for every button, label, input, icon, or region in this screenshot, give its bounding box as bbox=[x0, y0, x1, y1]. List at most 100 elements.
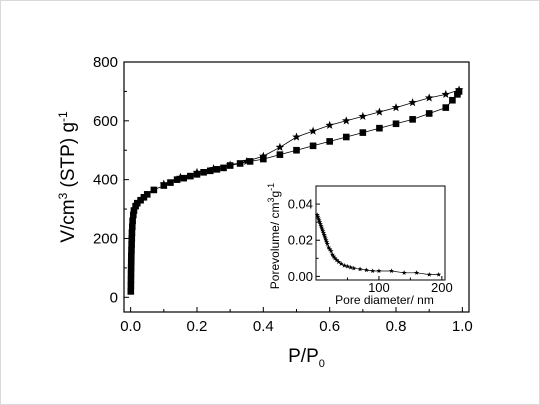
data-point bbox=[128, 229, 136, 236]
data-point bbox=[334, 257, 340, 263]
data-point bbox=[193, 171, 201, 178]
y-tick-label: 0 bbox=[110, 289, 118, 306]
data-point bbox=[363, 267, 369, 273]
data-point bbox=[324, 239, 330, 245]
inset-x-axis-label: Pore diameter/ nm bbox=[335, 293, 434, 307]
data-point bbox=[180, 174, 188, 182]
x-axis-label: P/P0 bbox=[288, 346, 325, 370]
data-point bbox=[176, 172, 185, 181]
data-point bbox=[173, 176, 181, 183]
x-tick-label: 0.8 bbox=[386, 318, 407, 335]
data-point bbox=[325, 120, 334, 129]
data-point bbox=[236, 160, 244, 167]
data-point bbox=[127, 264, 135, 272]
data-point bbox=[259, 151, 268, 160]
data-point bbox=[321, 230, 327, 236]
data-point bbox=[342, 133, 350, 141]
data-point bbox=[449, 96, 456, 104]
data-point bbox=[348, 264, 354, 270]
data-point bbox=[167, 179, 174, 186]
data-point bbox=[309, 142, 317, 150]
data-point bbox=[275, 142, 285, 151]
data-point bbox=[143, 191, 151, 198]
data-point bbox=[442, 104, 450, 111]
data-point bbox=[376, 124, 383, 132]
data-point bbox=[326, 138, 333, 145]
data-point bbox=[375, 107, 384, 116]
data-point bbox=[220, 164, 227, 172]
data-point bbox=[321, 232, 327, 237]
data-point bbox=[150, 186, 158, 194]
data-point bbox=[213, 166, 221, 173]
data-point bbox=[316, 215, 321, 221]
data-point bbox=[316, 217, 322, 223]
data-point bbox=[424, 93, 434, 102]
data-point bbox=[318, 223, 324, 228]
data-point bbox=[454, 85, 464, 94]
data-point bbox=[128, 235, 136, 242]
data-point bbox=[357, 266, 363, 272]
data-point bbox=[324, 241, 330, 246]
data-point bbox=[129, 217, 136, 225]
data-point bbox=[314, 212, 320, 218]
data-point bbox=[336, 259, 342, 265]
data-point bbox=[338, 261, 344, 266]
data-point bbox=[127, 276, 135, 283]
data-point bbox=[127, 258, 135, 266]
y-tick-label: 200 bbox=[93, 230, 118, 247]
y-tick-label: 800 bbox=[93, 54, 118, 71]
data-point bbox=[392, 120, 400, 128]
data-point bbox=[376, 268, 382, 274]
data-point bbox=[129, 211, 137, 219]
data-point bbox=[225, 160, 235, 169]
data-point bbox=[341, 116, 351, 125]
data-point bbox=[127, 288, 135, 295]
data-point bbox=[293, 146, 300, 154]
inset-plot-frame bbox=[315, 185, 446, 281]
data-point bbox=[133, 199, 141, 207]
inset-y-axis-label: Porevolume/ cm3g-1 bbox=[266, 183, 282, 289]
data-point bbox=[242, 156, 252, 166]
data-point bbox=[159, 179, 169, 188]
inset-y-tick-label: 0.02 bbox=[288, 233, 313, 248]
pore-size-series bbox=[314, 212, 442, 277]
data-point bbox=[425, 110, 433, 117]
data-point bbox=[319, 224, 325, 230]
data-point bbox=[319, 226, 325, 232]
data-point bbox=[332, 255, 338, 261]
data-point bbox=[130, 207, 138, 214]
inset-y-tick-label: 0.00 bbox=[288, 269, 313, 284]
data-point bbox=[341, 262, 347, 268]
data-point bbox=[322, 235, 328, 241]
data-point bbox=[192, 167, 202, 176]
data-point bbox=[127, 252, 135, 260]
inset-x-tick-label: 100 bbox=[368, 280, 390, 295]
data-point bbox=[426, 271, 432, 277]
x-tick-label: 0.6 bbox=[319, 318, 340, 335]
data-point bbox=[128, 241, 135, 248]
data-point bbox=[344, 263, 350, 269]
data-point bbox=[408, 98, 417, 107]
y-axis-label: V/cm3 (STP) g-1 bbox=[56, 111, 79, 243]
data-point bbox=[401, 270, 407, 275]
data-point bbox=[209, 163, 218, 173]
data-point bbox=[322, 234, 328, 239]
data-point bbox=[331, 253, 337, 259]
series-line bbox=[163, 89, 460, 185]
data-point bbox=[323, 237, 329, 243]
data-point bbox=[317, 221, 323, 227]
x-tick-label: 0.2 bbox=[187, 318, 208, 335]
data-point bbox=[246, 158, 254, 165]
adsorption-series bbox=[127, 88, 463, 295]
data-point bbox=[327, 246, 333, 252]
y-tick-label: 400 bbox=[93, 172, 118, 189]
data-point bbox=[137, 196, 144, 204]
data-point bbox=[326, 244, 332, 250]
data-point bbox=[317, 219, 323, 225]
data-point bbox=[391, 103, 401, 112]
data-point bbox=[128, 246, 135, 254]
x-tick-label: 1.0 bbox=[452, 318, 473, 335]
data-point bbox=[200, 168, 207, 176]
data-point bbox=[260, 155, 267, 163]
